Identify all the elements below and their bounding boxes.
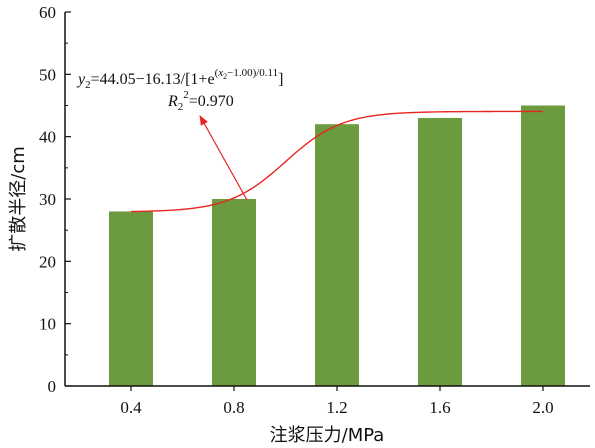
fit-curve — [130, 110, 543, 213]
bar-1.6 — [418, 117, 462, 386]
y-tick-label: 40 — [39, 128, 56, 147]
y-axis-ticks: 0 10 20 30 40 50 60 — [39, 3, 71, 396]
x-tick-label: 1.2 — [326, 398, 347, 417]
annotation-arrow — [199, 115, 248, 201]
x-axis-ticks: 0.4 0.8 1.2 1.6 2.0 — [120, 386, 554, 417]
fit-r-squared: R22=0.970 — [167, 89, 234, 113]
y-tick-label: 50 — [39, 65, 56, 84]
bar-2.0 — [521, 105, 565, 386]
bar-1.2 — [315, 124, 359, 386]
bar-0.8 — [212, 199, 256, 386]
x-axis-label: 注浆压力/MPa — [270, 425, 385, 446]
x-tick-label: 1.6 — [429, 398, 450, 417]
y-tick-label: 0 — [48, 377, 57, 396]
y-tick-label: 60 — [39, 3, 56, 22]
y-tick-label: 30 — [39, 190, 56, 209]
bar-0.4 — [109, 211, 153, 386]
x-tick-label: 2.0 — [532, 398, 553, 417]
bar-group — [109, 105, 565, 386]
fit-equation: y2=44.05−16.13/[1+e(x2−1.00)/0.11] — [76, 67, 283, 91]
y-axis-label: 扩散半径/cm — [8, 146, 29, 252]
y-tick-label: 10 — [39, 315, 56, 334]
y-tick-label: 20 — [39, 252, 56, 271]
x-tick-label: 0.4 — [120, 398, 142, 417]
x-tick-label: 0.8 — [223, 398, 244, 417]
